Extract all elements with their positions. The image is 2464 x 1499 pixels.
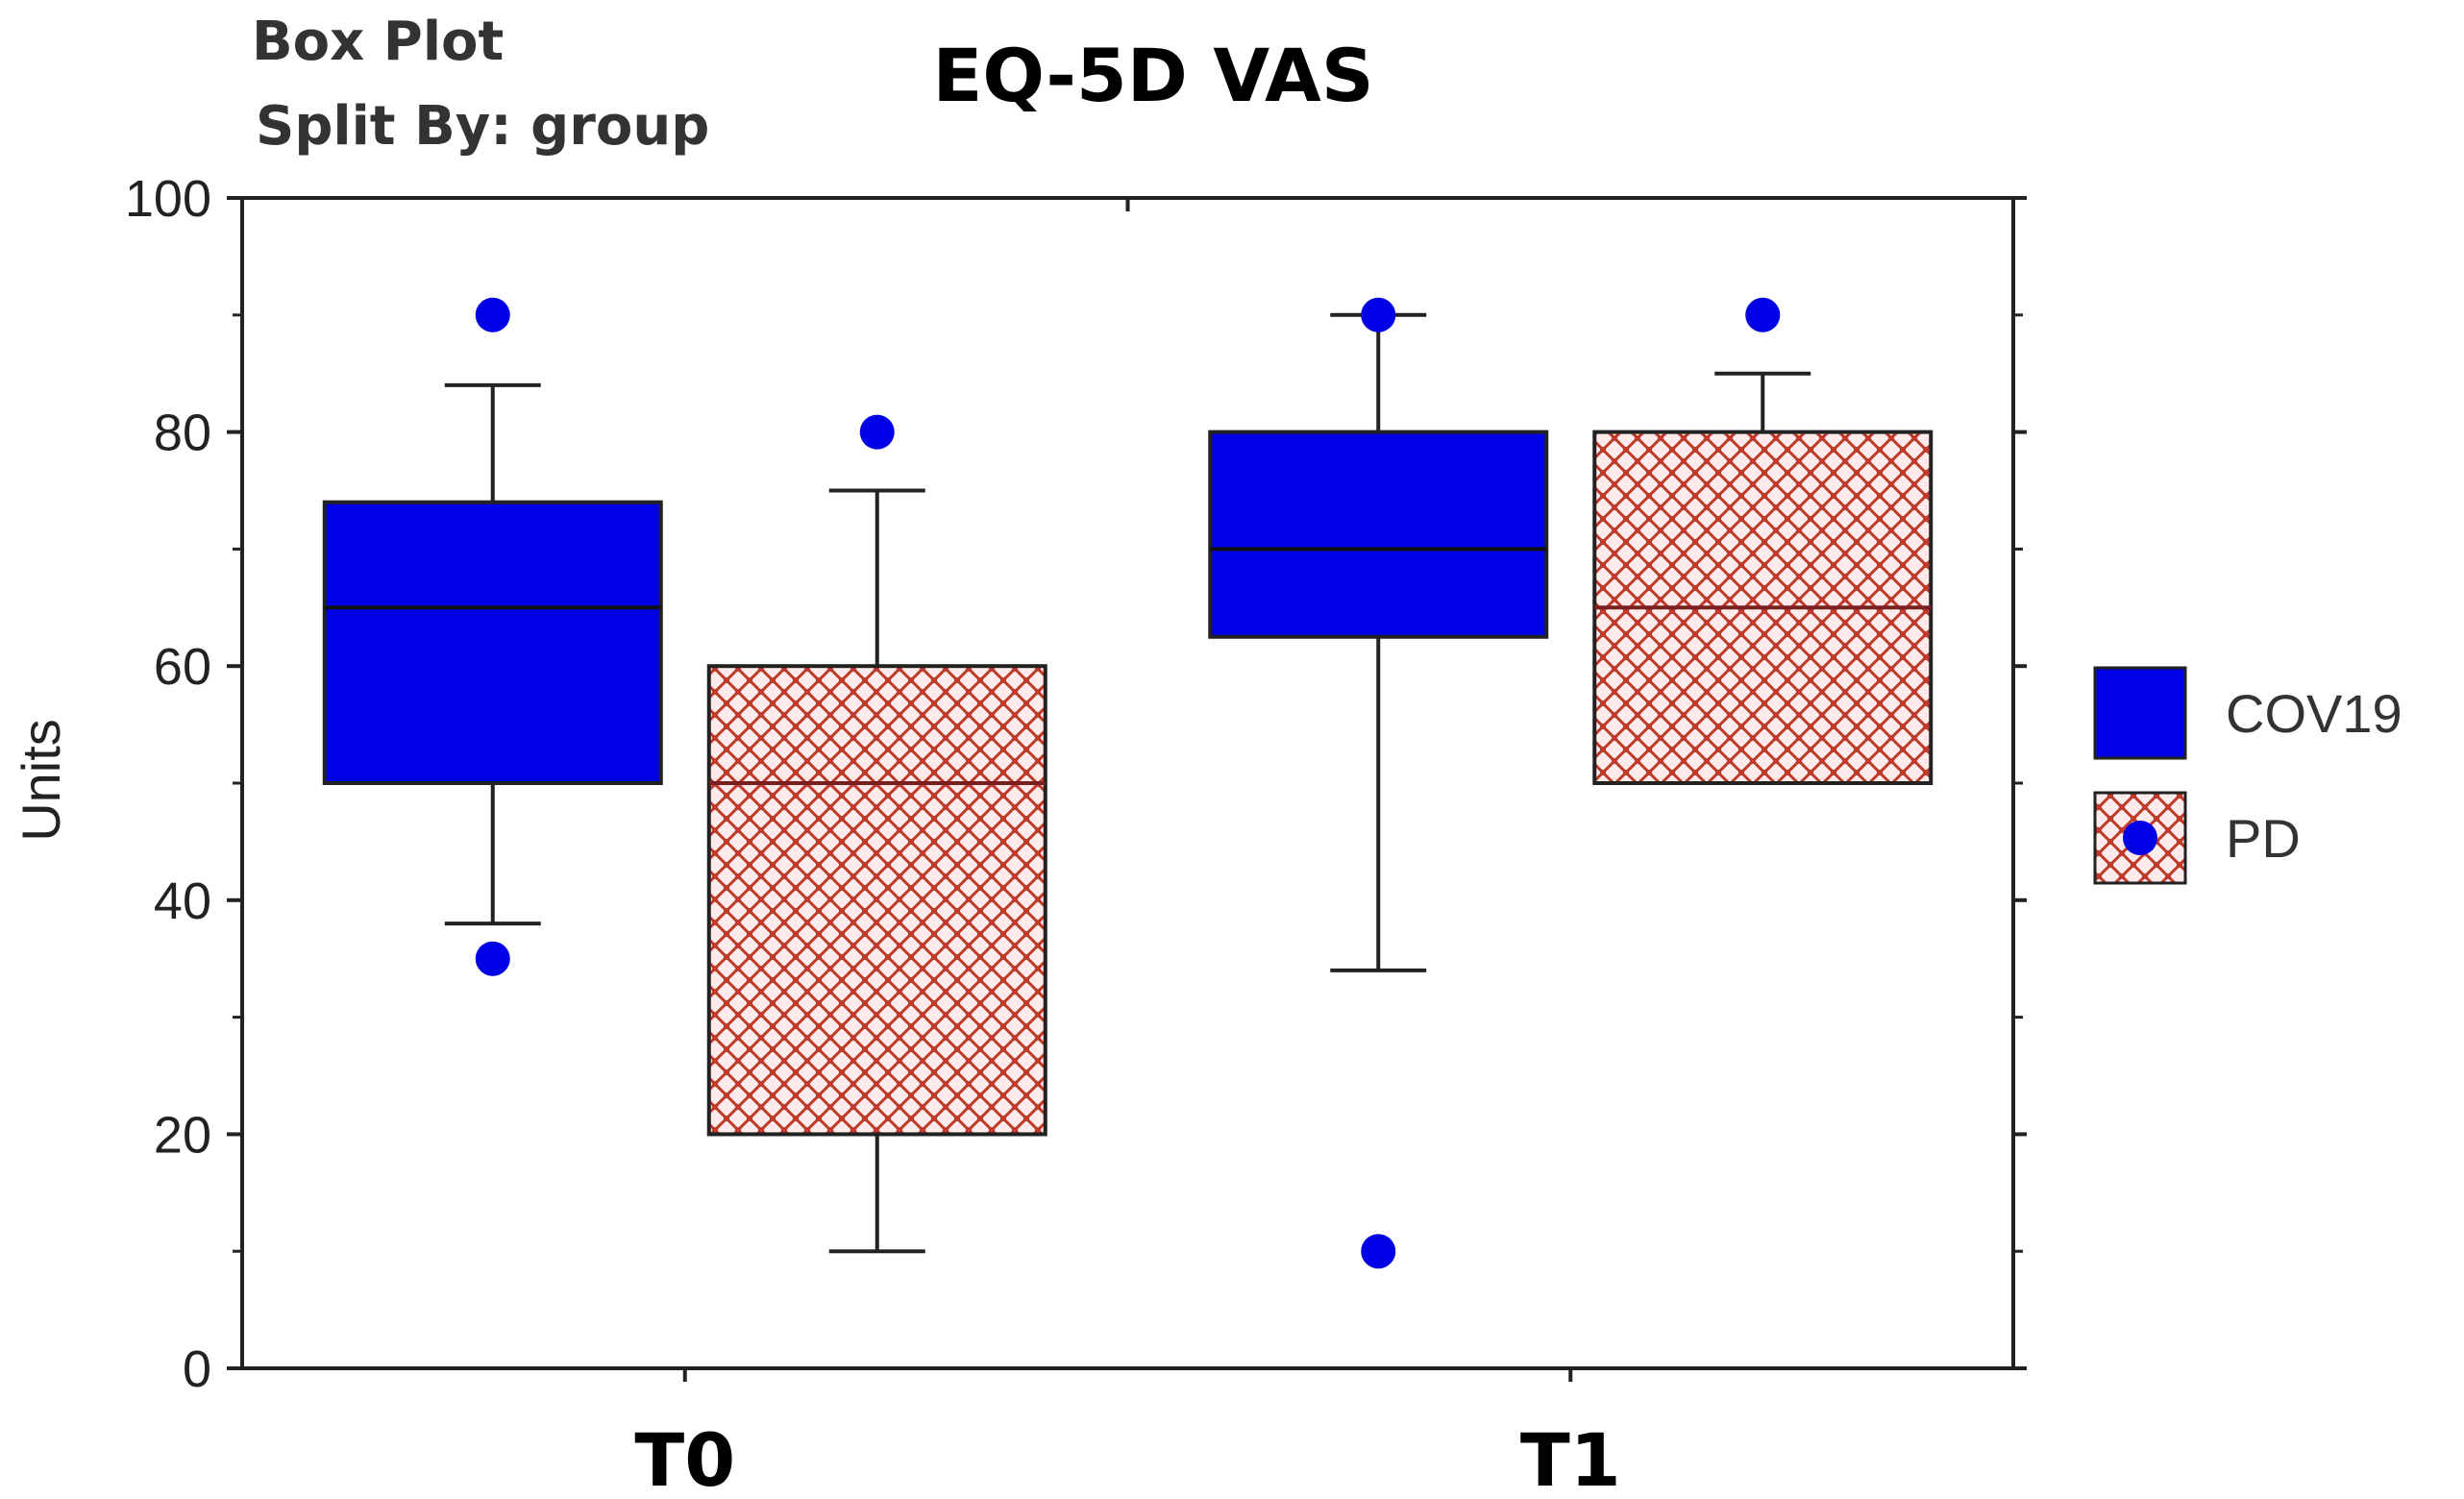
cov19-t0-outlier [475,941,510,976]
y-tick-label: 0 [183,1340,211,1398]
legend-swatch-cov19 [2093,666,2187,760]
legend-label-pd: PD [2226,808,2301,869]
chart-title: EQ-5D VAS [932,33,1373,118]
pd-t0-outlier [859,414,895,450]
plot-kind-label: Box Plot [252,11,504,73]
y-tick-label: 100 [125,170,211,228]
cov19-t1-outlier [1361,297,1396,332]
cov19-t1-box [1208,430,1549,639]
x-tick-label-t0: T0 [634,1417,735,1499]
cov19-t0-outlier [475,297,510,332]
cov19-t1-outlier [1361,1234,1396,1269]
x-tick-label-t1: T1 [1520,1417,1621,1499]
pd-t1-outlier [1745,297,1781,332]
y-axis-label: Units [11,719,71,842]
legend-label-cov19: COV19 [2226,683,2402,744]
y-tick-label: 20 [154,1106,211,1164]
y-tick-label: 40 [154,872,211,930]
cov19-t0-box [322,500,663,785]
y-tick-label: 60 [154,638,211,696]
split-by-label: Split By: group [256,95,709,158]
y-tick-label: 80 [154,405,211,462]
pd-t0-box [706,664,1047,1137]
legend-marker-pd [2123,821,2157,855]
